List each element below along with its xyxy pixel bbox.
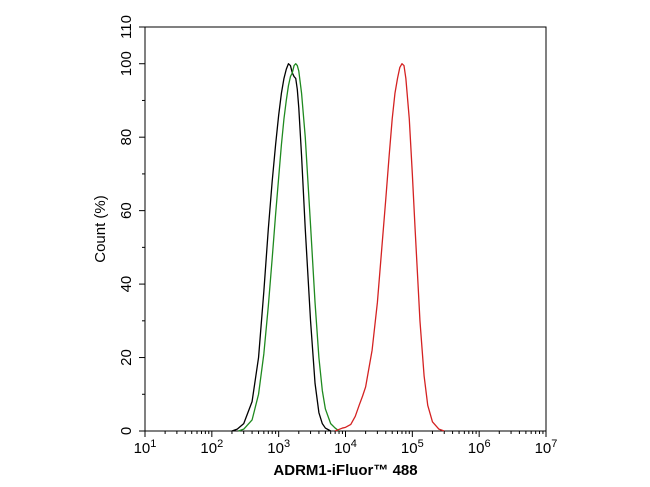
y-tick-label: 100: [118, 51, 135, 76]
histogram-series-2: [238, 63, 340, 432]
x-tick-label: 103: [267, 438, 290, 457]
y-tick-label: 60: [118, 202, 135, 219]
x-axis-title: ADRM1-iFluor™ 488: [273, 462, 417, 479]
x-axis-ticks: 101 102 103 104 105 106 107: [134, 431, 558, 457]
x-tick-label: 107: [535, 438, 558, 457]
y-tick-label: 110: [118, 15, 135, 39]
y-axis-ticks: 0 20 40 60 80 100 110: [118, 15, 145, 435]
y-tick-label: 40: [118, 276, 135, 293]
x-tick-label: 102: [200, 438, 223, 457]
plot-frame: [144, 26, 547, 432]
x-tick-label: 101: [134, 438, 157, 457]
histogram-series-3: [334, 63, 445, 432]
y-tick-label: 0: [118, 427, 135, 435]
y-tick-label: 20: [118, 349, 135, 366]
x-tick-label: 105: [401, 438, 424, 457]
x-tick-label: 104: [334, 438, 357, 457]
y-tick-label: 80: [118, 129, 135, 146]
histogram-series-1: [231, 63, 331, 432]
series-group: [231, 63, 445, 432]
y-axis-title: Count (%): [92, 195, 109, 263]
x-tick-label: 106: [468, 438, 491, 457]
